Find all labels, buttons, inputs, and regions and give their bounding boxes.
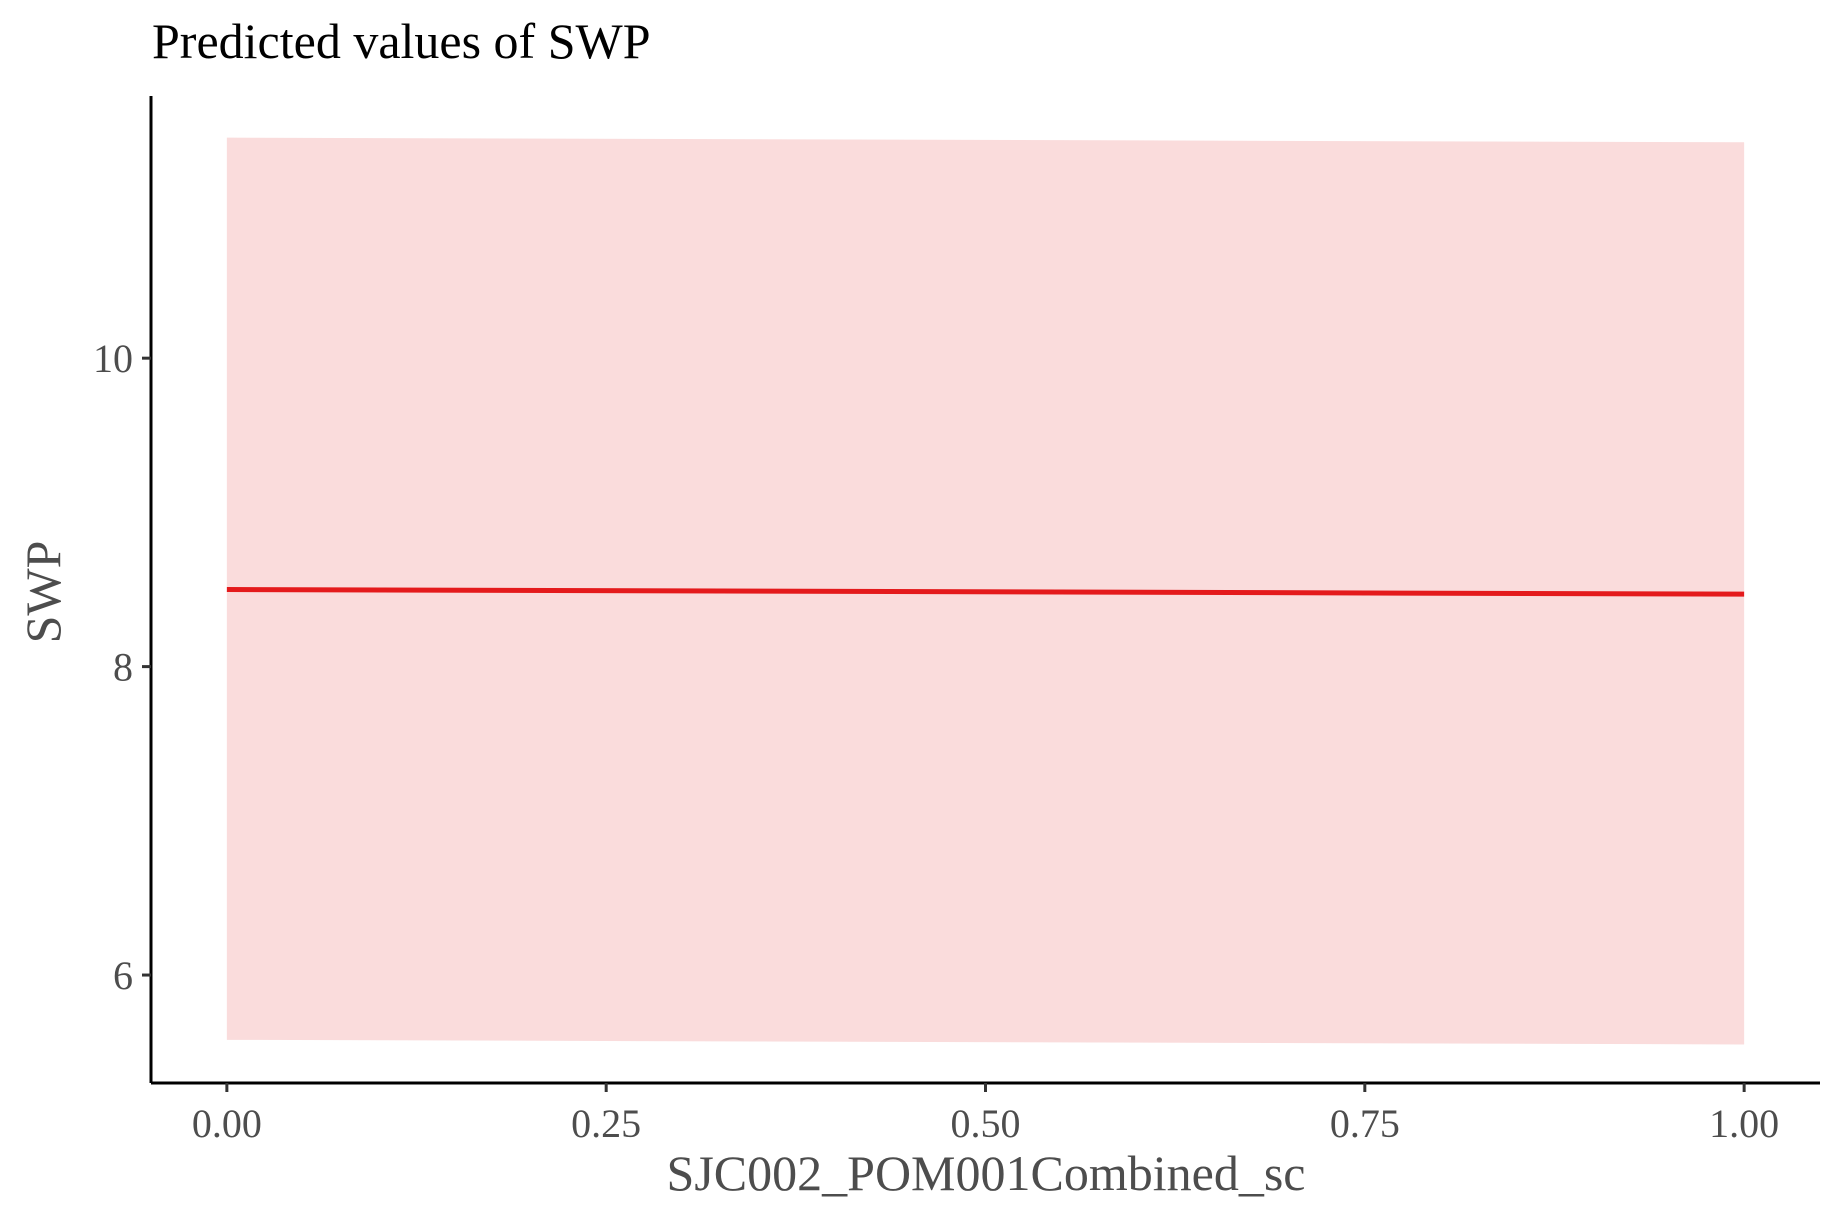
x-tick-label: 0.75	[1330, 1101, 1400, 1146]
plot-area	[226, 137, 1745, 1045]
chart-title: Predicted values of SWP	[152, 13, 651, 69]
x-tick-label: 0.50	[951, 1101, 1021, 1146]
y-tick-label: 8	[113, 645, 133, 690]
x-tick-label: 1.00	[1709, 1101, 1779, 1146]
prediction-line	[226, 587, 1745, 597]
y-axis-title: SWP	[15, 541, 71, 644]
x-ticks: 0.00 0.25 0.50 0.75 1.00	[192, 1083, 1779, 1146]
x-tick-label: 0.00	[192, 1101, 262, 1146]
x-axis-title: SJC002_POM001Combined_sc	[667, 1145, 1306, 1201]
y-tick-label: 6	[113, 953, 133, 998]
y-tick-label: 10	[93, 336, 133, 381]
x-tick-label: 0.25	[571, 1101, 641, 1146]
y-ticks: 6 8 10	[93, 336, 151, 998]
